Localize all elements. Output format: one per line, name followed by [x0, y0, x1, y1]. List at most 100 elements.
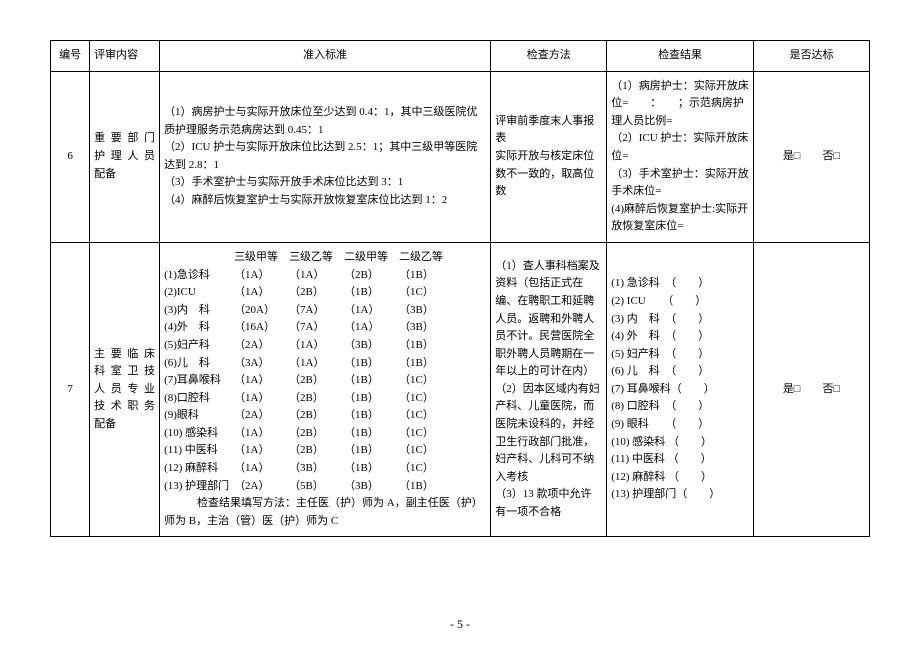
grade-d: （1C）	[399, 372, 454, 390]
std-line: （1）病房护士与实际开放床位至少达到 0.4：1，其中三级医院优质护理服务示范病…	[164, 104, 486, 139]
result-line: (7) 耳鼻喉科（ ）	[611, 381, 749, 399]
grade-h4: 二级乙等	[399, 249, 454, 267]
method-line: 实际开放与核定床位数不一致的，取高位数	[495, 148, 602, 201]
yes-box: 是□	[783, 150, 801, 162]
result-line: (10) 感染科 （ ）	[611, 434, 749, 452]
grade-b: （2B）	[289, 390, 344, 408]
grade-b: （2B）	[289, 372, 344, 390]
grade-c: （1A）	[344, 302, 399, 320]
row6-method: 评审前季度末人事报表 实际开放与核定床位数不一致的，取高位数	[491, 71, 607, 242]
grade-d: （1C）	[399, 407, 454, 425]
grade-d: （3B）	[399, 319, 454, 337]
subject-line: (4)外 科（16A）（7A）（1A）（3B）	[164, 319, 486, 337]
row6-std: （1）病房护士与实际开放床位至少达到 0.4：1，其中三级医院优质护理服务示范病…	[160, 71, 491, 242]
grade-d: （1B）	[399, 478, 454, 496]
grade-b: （7A）	[289, 302, 344, 320]
method-line: 评审前季度末人事报表	[495, 113, 602, 148]
subject-label: (11) 中医科	[164, 442, 234, 460]
subject-line: (1)急诊科（1A）（1A）（2B）（1B）	[164, 267, 486, 285]
grade-b: （2B）	[289, 407, 344, 425]
std-line: （4）麻醉后恢复室护士与实际开放恢复室床位比达到 1：2	[164, 192, 486, 210]
grade-d: （1C）	[399, 425, 454, 443]
grade-d: （3B）	[399, 302, 454, 320]
result-line: (11) 中医科 （ ）	[611, 451, 749, 469]
grade-b: （2B）	[289, 442, 344, 460]
subject-label: (7)耳鼻喉科	[164, 372, 234, 390]
method-line: （2）因本区域内有妇产科、儿童医院，而医院未设科的，并经卫生行政部门批准，妇产科…	[495, 381, 602, 487]
table-row: 7 主 要 临 床 科 室 卫 技 人 员 专 业 技 术 职 务 配备 三级甲…	[51, 242, 870, 537]
subject-label: (5)妇产科	[164, 337, 234, 355]
grade-b: （1A）	[289, 355, 344, 373]
grade-b: （2B）	[289, 284, 344, 302]
grade-header: 三级甲等 三级乙等 二级甲等 二级乙等	[164, 249, 486, 267]
grade-c: （1B）	[344, 407, 399, 425]
grade-h2: 三级乙等	[289, 249, 344, 267]
header-std: 准入标准	[160, 41, 491, 72]
grade-d: （1B）	[399, 337, 454, 355]
grade-b: （5B）	[289, 478, 344, 496]
subject-label: (9)眼科	[164, 407, 234, 425]
result-line: （2）ICU 护士：实际开放床位=	[611, 130, 749, 165]
std-note: 检查结果填写方法：主任医（护）师为 A，副主任医（护）师为 B，主治（管）医（护…	[164, 495, 486, 530]
row6-num: 6	[51, 71, 90, 242]
header-row: 编号 评审内容 准入标准 检查方法 检查结果 是否达标	[51, 41, 870, 72]
grade-a: （1A）	[234, 460, 289, 478]
subject-label: (4)外 科	[164, 319, 234, 337]
result-line: （1）病房护士：实际开放床位= ： ；示范病房护理人员比例=	[611, 78, 749, 131]
grade-b: （3B）	[289, 460, 344, 478]
subject-line: (10) 感染科（1A）（2B）（1B）（1C）	[164, 425, 486, 443]
subject-label: (6)儿 科	[164, 355, 234, 373]
subject-label: (13) 护理部门	[164, 478, 234, 496]
grade-b: （7A）	[289, 319, 344, 337]
row6-result: （1）病房护士：实际开放床位= ： ；示范病房护理人员比例= （2）ICU 护士…	[607, 71, 754, 242]
row7-method: （1）查人事科档案及资料（包括正式在编、在聘职工和延聘人员。返聘和外聘人员不计。…	[491, 242, 607, 537]
result-line: (5) 妇产科 （ ）	[611, 346, 749, 364]
row6-item: 重 要 部 门 护 理 人 员 配备	[90, 71, 160, 242]
grade-b: （1A）	[289, 267, 344, 285]
row7-std: 三级甲等 三级乙等 二级甲等 二级乙等 (1)急诊科（1A）（1A）（2B）（1…	[160, 242, 491, 537]
row7-results-container: (1) 急诊科 （ ）(2) ICU （ ）(3) 内 科 （ ）(4) 外 科…	[611, 275, 749, 504]
subject-label: (12) 麻醉科	[164, 460, 234, 478]
grade-a: （2A）	[234, 337, 289, 355]
grade-a: （1A）	[234, 267, 289, 285]
grade-d: （1C）	[399, 442, 454, 460]
result-line: (3) 内 科 （ ）	[611, 311, 749, 329]
subject-line: (6)儿 科（3A）（1A）（1B）（1B）	[164, 355, 486, 373]
row7-num: 7	[51, 242, 90, 537]
header-num: 编号	[51, 41, 90, 72]
method-line: （3）13 款项中允许有一项不合格	[495, 486, 602, 521]
grade-c: （2B）	[344, 267, 399, 285]
subject-line: (8)口腔科（1A）（2B）（1B）（1C）	[164, 390, 486, 408]
grade-c: （1B）	[344, 372, 399, 390]
std-line: （2）ICU 护士与实际开放床位比达到 2.5：1；其中三级甲等医院达到 2.8…	[164, 139, 486, 174]
grade-c: （1B）	[344, 425, 399, 443]
row7-lines-container: (1)急诊科（1A）（1A）（2B）（1B）(2)ICU（1A）（2B）（1B）…	[164, 267, 486, 496]
result-line: (13) 护理部门（ ）	[611, 486, 749, 504]
table-row: 6 重 要 部 门 护 理 人 员 配备 （1）病房护士与实际开放床位至少达到 …	[51, 71, 870, 242]
result-line: (8) 口腔科 （ ）	[611, 398, 749, 416]
grade-c: （1B）	[344, 284, 399, 302]
subject-label: (8)口腔科	[164, 390, 234, 408]
subject-line: (5)妇产科（2A）（1A）（3B）（1B）	[164, 337, 486, 355]
result-line: (9) 眼科 （ ）	[611, 416, 749, 434]
page-number: - 5 -	[50, 617, 870, 632]
result-line: (4)麻醉后恢复室护士:实际开放恢复室床位=	[611, 201, 749, 236]
result-line: (12) 麻醉科 （ ）	[611, 469, 749, 487]
method-line: （1）查人事科档案及资料（包括正式在编、在聘职工和延聘人员。返聘和外聘人员不计。…	[495, 258, 602, 381]
subject-label: (1)急诊科	[164, 267, 234, 285]
grade-b: （1A）	[289, 337, 344, 355]
header-result: 检查结果	[607, 41, 754, 72]
row7-yn: 是□ 否□	[753, 242, 869, 537]
row7-item: 主 要 临 床 科 室 卫 技 人 员 专 业 技 术 职 务 配备	[90, 242, 160, 537]
header-item: 评审内容	[90, 41, 160, 72]
subject-line: (9)眼科（2A）（2B）（1B）（1C）	[164, 407, 486, 425]
subject-label: (10) 感染科	[164, 425, 234, 443]
grade-a: （16A）	[234, 319, 289, 337]
grade-c: （1B）	[344, 390, 399, 408]
result-line: (4) 外 科 （ ）	[611, 328, 749, 346]
result-line: (1) 急诊科 （ ）	[611, 275, 749, 293]
std-line: （3）手术室护士与实际开放手术床位比达到 3：1	[164, 174, 486, 192]
grade-c: （3B）	[344, 337, 399, 355]
grade-d: （1C）	[399, 284, 454, 302]
subject-line: (13) 护理部门（2A）（5B）（3B）（1B）	[164, 478, 486, 496]
